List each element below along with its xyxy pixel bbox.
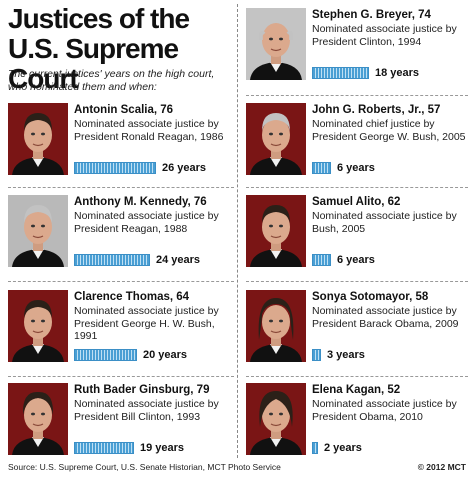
source-note: Source: U.S. Supreme Court, U.S. Senate …	[8, 462, 281, 472]
justice-name: Anthony M. Kennedy, 76	[74, 196, 207, 208]
tenure-label: 18 years	[375, 67, 420, 79]
justice-nomination: Nominated associate justice by President…	[312, 398, 457, 423]
thomas-portrait	[8, 290, 68, 362]
justice-entry: Anthony M. Kennedy, 76 Nominated associat…	[8, 195, 236, 281]
justice-name: Elena Kagan, 52	[312, 384, 401, 396]
tenure-bar	[74, 442, 134, 454]
ginsburg-portrait	[8, 383, 68, 455]
tenure-label: 2 years	[324, 442, 362, 454]
kagan-portrait	[246, 383, 306, 455]
justice-nomination: Nominated associate justice by Bush, 200…	[312, 210, 457, 235]
title-line-1: Justices of the	[8, 3, 190, 34]
justice-nomination: Nominated associate justice by President…	[74, 118, 224, 143]
justice-entry: Antonin Scalia, 76 Nominated associate ju…	[8, 103, 236, 189]
alito-portrait	[246, 195, 306, 267]
tenure-label: 3 years	[327, 349, 365, 361]
justice-entry: Stephen G. Breyer, 74 Nominated associate…	[246, 8, 474, 94]
justice-nomination: Nominated associate justice by President…	[74, 305, 219, 342]
sotomayor-portrait	[246, 290, 306, 362]
justice-nomination: Nominated associate justice by President…	[74, 210, 219, 235]
justice-name: Antonin Scalia, 76	[74, 104, 174, 116]
justice-nomination: Nominated associate justice by President…	[312, 23, 457, 48]
kennedy-portrait	[8, 195, 68, 267]
tenure-bar	[312, 67, 369, 79]
tenure-bar	[312, 162, 331, 174]
tenure-bar	[312, 349, 321, 361]
tenure-bar	[74, 162, 156, 174]
justice-entry: Sonya Sotomayor, 58 Nominated associate j…	[246, 290, 474, 376]
row-divider	[246, 95, 468, 96]
row-divider	[246, 187, 468, 188]
tenure-label: 20 years	[143, 349, 188, 361]
tenure-bar	[312, 442, 318, 454]
tenure-bar	[74, 349, 137, 361]
justice-nomination: Nominated associate justice by President…	[312, 305, 459, 330]
justice-name: Clarence Thomas, 64	[74, 291, 190, 303]
intro-text: The current justices' years on the high …	[8, 68, 215, 93]
row-divider	[246, 376, 468, 377]
tenure-label: 26 years	[162, 162, 207, 174]
roberts-portrait	[246, 103, 306, 175]
justice-name: John G. Roberts, Jr., 57	[312, 104, 441, 116]
justice-entry: John G. Roberts, Jr., 57 Nominated chief …	[246, 103, 474, 189]
justice-entry: Samuel Alito, 62 Nominated associate just…	[246, 195, 474, 281]
copyright-note: © 2012 MCT	[417, 462, 466, 472]
scalia-portrait	[8, 103, 68, 175]
justice-nomination: Nominated chief justice by President Geo…	[312, 118, 466, 143]
title-line-2: U.S. Supreme Court	[8, 33, 179, 94]
justice-nomination: Nominated associate justice by President…	[74, 398, 219, 423]
tenure-label: 19 years	[140, 442, 185, 454]
row-divider	[8, 281, 234, 282]
tenure-bar	[312, 254, 331, 266]
column-divider	[237, 4, 238, 458]
justice-name: Sonya Sotomayor, 58	[312, 291, 429, 303]
tenure-bar	[74, 254, 150, 266]
tenure-label: 6 years	[337, 254, 375, 266]
tenure-label: 6 years	[337, 162, 375, 174]
justice-entry: Clarence Thomas, 64 Nominated associate j…	[8, 290, 236, 376]
justice-name: Ruth Bader Ginsburg, 79	[74, 384, 210, 396]
justice-name: Samuel Alito, 62	[312, 196, 401, 208]
justice-entry: Ruth Bader Ginsburg, 79 Nominated associa…	[8, 383, 236, 469]
justice-entry: Elena Kagan, 52 Nominated associate justi…	[246, 383, 474, 469]
tenure-label: 24 years	[156, 254, 201, 266]
breyer-portrait	[246, 8, 306, 80]
row-divider	[8, 187, 234, 188]
page-title: Justices of the U.S. Supreme Court	[8, 4, 233, 94]
row-divider	[8, 376, 234, 377]
row-divider	[246, 281, 468, 282]
justice-name: Stephen G. Breyer, 74	[312, 9, 431, 21]
